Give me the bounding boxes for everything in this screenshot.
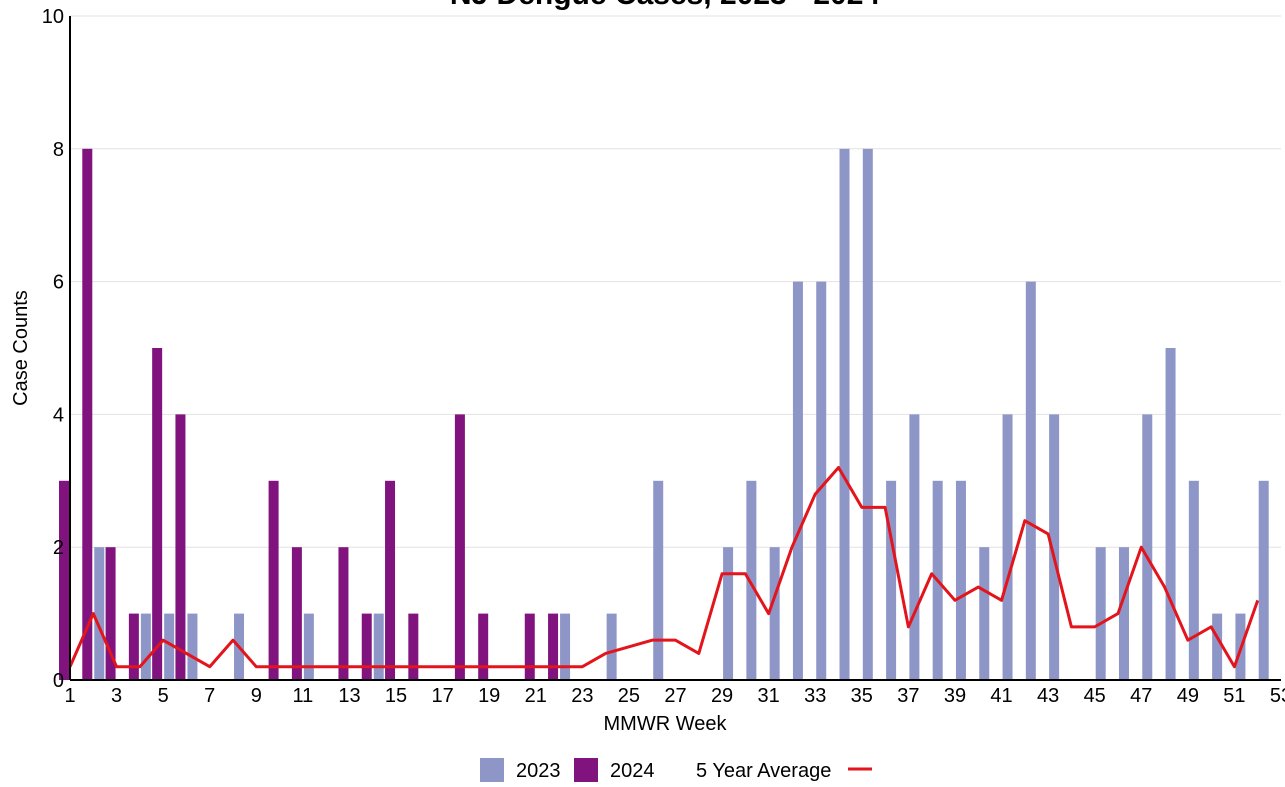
y-tick-label: 2 [53, 537, 64, 559]
bar-2023-week-4 [140, 613, 151, 680]
bar-2023-week-29 [723, 547, 734, 680]
x-tick-label: 27 [664, 685, 686, 707]
x-tick-label: 47 [1130, 685, 1152, 707]
x-tick-label: 3 [111, 685, 122, 707]
bar-2023-week-39 [955, 480, 966, 680]
bar-2024-week-6 [175, 414, 186, 680]
bar-2023-week-31 [769, 547, 780, 680]
bar-2023-week-33 [816, 281, 827, 680]
x-tick-label: 43 [1037, 685, 1059, 707]
bar-2023-week-47 [1142, 414, 1153, 680]
bar-2024-week-2 [82, 148, 93, 681]
bar-2023-week-49 [1188, 480, 1199, 680]
legend-swatch-2024 [574, 758, 598, 782]
bar-2023-week-37 [909, 414, 920, 680]
gridlines [70, 15, 1281, 548]
bar-2024-week-11 [291, 547, 302, 680]
x-tick-label: 1 [64, 685, 75, 707]
x-tick-label: 25 [618, 685, 640, 707]
x-tick-label: 31 [758, 685, 780, 707]
x-tick-label: 45 [1084, 685, 1106, 707]
bar-2024-week-13 [338, 547, 349, 680]
bar-2023-week-46 [1118, 547, 1129, 680]
bar-2023-week-52 [1258, 480, 1269, 680]
x-tick-label: 17 [431, 685, 453, 707]
legend-swatch-2023 [480, 758, 504, 782]
legend: 2023 2024 5 Year Average [480, 758, 872, 782]
y-tick-label: 0 [53, 670, 64, 692]
bar-2023-week-43 [1049, 414, 1060, 680]
x-tick-label: 13 [338, 685, 360, 707]
legend-label-2024: 2024 [610, 760, 655, 782]
x-tick-label: 33 [804, 685, 826, 707]
bar-2024-week-21 [524, 613, 535, 680]
bar-2023-week-48 [1165, 348, 1176, 680]
x-tick-label: 29 [711, 685, 733, 707]
bar-2024-week-15 [385, 480, 396, 680]
x-tick-label: 49 [1177, 685, 1199, 707]
x-tick-label: 37 [897, 685, 919, 707]
x-tick-label: 53 [1270, 685, 1285, 707]
bar-2024-week-3 [105, 547, 116, 680]
y-tick-label: 10 [42, 6, 64, 28]
x-tick-label: 39 [944, 685, 966, 707]
x-tick-label: 5 [158, 685, 169, 707]
bar-2023-week-42 [1025, 281, 1036, 680]
bar-2023-week-30 [746, 480, 757, 680]
y-tick-label: 4 [53, 404, 64, 426]
x-tick-label: 9 [251, 685, 262, 707]
bar-2023-week-32 [792, 281, 803, 680]
bar-2023-week-5 [164, 613, 175, 680]
x-tick-label: 11 [293, 685, 314, 707]
bar-2024-week-16 [408, 613, 419, 680]
bar-2023-week-45 [1095, 547, 1106, 680]
x-tick-label: 23 [571, 685, 593, 707]
bar-2023-week-22 [560, 613, 571, 680]
bar-2024-week-10 [268, 480, 279, 680]
bar-2023-week-11 [303, 613, 314, 680]
bar-2023-week-24 [606, 613, 617, 680]
legend-label-2023: 2023 [516, 760, 561, 782]
x-tick-label: 15 [385, 685, 407, 707]
y-tick-label: 8 [53, 139, 64, 161]
bar-2024-week-19 [478, 613, 489, 680]
chart-title: NJ Dengue Cases, 2023 - 2024 [450, 0, 881, 11]
x-axis-label: MMWR Week [604, 713, 728, 735]
bar-2024-week-22 [548, 613, 559, 680]
line-5-year-average [68, 466, 1260, 669]
bar-2024-week-5 [152, 348, 163, 680]
average-line [68, 466, 1260, 669]
bar-2023-week-14 [373, 613, 384, 680]
bar-2023-week-2 [94, 547, 105, 680]
x-tick-label: 35 [851, 685, 873, 707]
bar-2024-week-4 [128, 613, 139, 680]
bar-2023-week-36 [886, 480, 897, 680]
x-tick-label: 41 [990, 685, 1012, 707]
bar-2024-week-14 [361, 613, 372, 680]
y-axis-label: Case Counts [10, 290, 32, 406]
y-tick-label: 6 [53, 272, 64, 294]
bar-2023-week-40 [979, 547, 990, 680]
bar-2023-week-50 [1212, 613, 1223, 680]
bar-2023-week-34 [839, 148, 850, 681]
legend-label-5-year-average: 5 Year Average [696, 760, 831, 782]
bars [59, 148, 1269, 681]
x-tick-label: 21 [525, 685, 547, 707]
bar-2023-week-41 [1002, 414, 1013, 680]
bar-2023-week-6 [187, 613, 198, 680]
bar-2023-week-35 [862, 148, 873, 681]
bar-2023-week-26 [653, 480, 664, 680]
x-tick-label: 19 [478, 685, 500, 707]
x-tick-label: 51 [1223, 685, 1245, 707]
x-tick-label: 7 [204, 685, 215, 707]
bar-2024-week-18 [454, 414, 465, 680]
bar-2024-week-1 [59, 480, 69, 680]
